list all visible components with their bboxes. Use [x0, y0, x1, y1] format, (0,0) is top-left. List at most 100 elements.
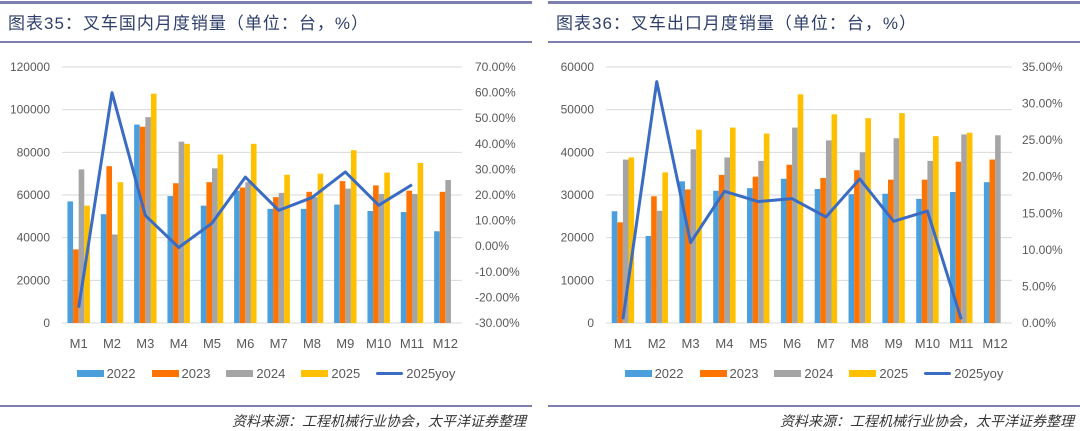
bar-2022-M8: [848, 194, 855, 323]
bar-2025-M3: [696, 129, 702, 323]
x-axis-tick-label: M5: [203, 336, 221, 351]
bar-2023-M3: [139, 126, 146, 323]
bar-2023-M6: [786, 164, 793, 323]
legend-label: 2024: [256, 366, 286, 381]
bar-2025-M1: [628, 157, 635, 323]
y2-axis-tick-label: 10.00%: [1022, 243, 1063, 257]
legend-swatch-2024: [226, 370, 254, 377]
bar-2022-M6: [780, 178, 787, 323]
legend-swatch-2025yoy: [376, 372, 404, 375]
bar-2022-M8: [300, 208, 307, 323]
bar-2024-M10: [927, 160, 934, 323]
legend-label: 2022: [106, 366, 136, 381]
bar-2024-M6: [245, 182, 251, 323]
legend-swatch-2025yoy: [924, 372, 952, 375]
bar-2023-M2: [106, 166, 112, 323]
bar-2024-M12: [445, 180, 451, 323]
bar-2023-M10: [921, 179, 928, 323]
bar-2024-M6: [792, 127, 798, 323]
y-axis-tick-label: 0: [587, 316, 594, 330]
bar-2025-M11: [966, 132, 973, 323]
bar-2025-M2: [117, 182, 124, 323]
bar-2022-M10: [367, 211, 374, 323]
chart-export-sales: 0 10000 20000 30000 40000 50000 60000 0.00% 5.00…: [561, 60, 1063, 351]
bar-2022-M12: [434, 231, 440, 323]
bar-2025-M3: [150, 93, 157, 323]
bar-2022-M1: [611, 211, 618, 323]
bar-2024-M7: [278, 192, 285, 323]
bar-2022-M10: [916, 198, 922, 323]
y-axis-tick-label: 100000: [10, 103, 50, 117]
legend-item-2025: 2025: [301, 366, 360, 381]
legend-item-2023: 2023: [151, 366, 210, 381]
bar-2024-M1: [78, 169, 85, 323]
bar-2025-M4: [184, 143, 190, 323]
legend-item-2025: 2025: [849, 366, 908, 381]
chart-legend: 2022 2023 2024 2025 2025yoy: [548, 366, 1080, 381]
bar-2023-M4: [173, 183, 179, 323]
bar-2024-M8: [859, 152, 866, 323]
bar-2024-M12: [995, 135, 1001, 323]
chart-legend: 2022 2023 2024 2025 2025yoy: [0, 366, 532, 381]
bar-2022-M4: [167, 196, 174, 323]
y-axis-tick-label: 20000: [561, 231, 595, 245]
bar-2025-M10: [384, 172, 390, 323]
top-divider: [0, 1, 532, 4]
bar-2022-M2: [100, 214, 107, 323]
bar-2024-M1: [622, 159, 629, 323]
bar-2022-M7: [267, 208, 274, 323]
line-2025yoy: [77, 91, 413, 308]
bar-2024-M2: [112, 234, 118, 323]
y2-axis-tick-label: 5.00%: [1022, 279, 1056, 293]
x-axis-tick-label: M11: [400, 336, 424, 351]
title-divider: [0, 41, 532, 43]
y2-axis-tick-label: 70.00%: [475, 60, 516, 74]
y-axis-tick-label: 30000: [561, 188, 595, 202]
x-axis-tick-label: M5: [749, 336, 767, 351]
legend-item-2022: 2022: [624, 366, 684, 381]
x-axis-tick-label: M10: [366, 336, 391, 351]
bar-2025-M7: [284, 174, 290, 323]
legend-label: 2023: [729, 366, 759, 381]
bar-2023-M11: [955, 161, 962, 323]
legend-swatch-2022: [624, 370, 652, 377]
bar-2024-M8: [312, 197, 318, 323]
bar-2023-M9: [887, 179, 894, 323]
bar-2023-M10: [373, 185, 379, 323]
bar-2024-M5: [212, 168, 218, 323]
y2-axis-tick-label: 35.00%: [1022, 60, 1063, 74]
x-axis-tick-label: M6: [236, 336, 254, 351]
y2-axis-tick-label: -30.00%: [475, 316, 520, 330]
footer-divider: [548, 405, 1080, 407]
bar-2022-M9: [334, 204, 340, 323]
x-axis-tick-label: M8: [303, 336, 321, 351]
legend-swatch-2023: [151, 370, 179, 377]
x-axis-tick-label: M12: [982, 336, 1007, 351]
bar-2025-M8: [865, 118, 871, 323]
bar-2025-M4: [730, 127, 736, 323]
x-axis-tick-label: M3: [136, 336, 154, 351]
x-axis-tick-label: M7: [270, 336, 288, 351]
y2-axis-tick-label: 20.00%: [475, 188, 516, 202]
legend-swatch-2022: [76, 370, 104, 377]
bar-2023-M7: [273, 197, 279, 323]
chart-domestic-sales: 0 20000 40000 60000 80000 100000 120000 -30.00%…: [10, 60, 520, 351]
y-axis-tick-label: 80000: [17, 145, 51, 159]
x-axis-tick-label: M12: [433, 336, 458, 351]
legend-item-2025yoy: 2025yoy: [924, 366, 1003, 381]
bar-2025-M10: [933, 136, 939, 323]
y2-axis-tick-label: 40.00%: [475, 137, 516, 151]
title-divider: [548, 41, 1080, 43]
bar-2022-M2: [645, 235, 652, 323]
x-axis-tick-label: M11: [949, 336, 973, 351]
x-axis-tick-label: M6: [783, 336, 801, 351]
source-note: 资料来源：工程机械行业协会，太平洋证券整理: [780, 415, 1074, 430]
x-axis-tick-label: M4: [170, 336, 188, 351]
x-axis-tick-label: M1: [614, 336, 632, 351]
y-axis-tick-label: 20000: [17, 273, 51, 287]
bar-2022-M3: [134, 124, 140, 323]
bar-2024-M11: [961, 134, 967, 323]
y-axis-tick-label: 40000: [561, 145, 595, 159]
bar-2024-M4: [724, 157, 731, 323]
x-axis-tick-label: M4: [715, 336, 733, 351]
